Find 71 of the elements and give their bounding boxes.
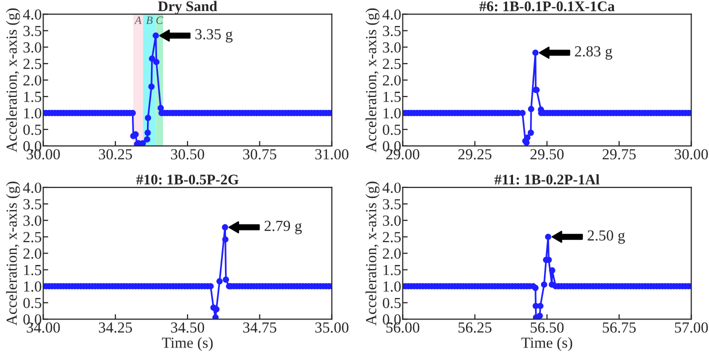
band-label: B bbox=[146, 16, 153, 24]
x-tick-label: 30.00 bbox=[26, 149, 60, 160]
y-tick-label: 2.0 bbox=[382, 75, 401, 86]
y-tick-label: 3.5 bbox=[23, 199, 42, 210]
band-label: C bbox=[156, 16, 164, 24]
y-tick-label: 1.5 bbox=[24, 92, 42, 102]
x-tick-label: 30.25 bbox=[98, 149, 132, 160]
x-tick-label: 34.25 bbox=[98, 322, 132, 333]
y-axis-title: Acceleration, x-axis (g) bbox=[6, 182, 20, 326]
y-tick-label: 1.0 bbox=[384, 281, 401, 292]
y-tick-label: 2.0 bbox=[23, 248, 42, 259]
x-tick-label: 34.00 bbox=[26, 322, 60, 333]
y-tick-label: 3.5 bbox=[23, 26, 42, 36]
y-tick-label: 1.5 bbox=[384, 264, 401, 276]
annotation: 2.79 g bbox=[264, 220, 302, 234]
y-tick-label: 1.5 bbox=[384, 92, 401, 102]
y-tick-label: 3.0 bbox=[382, 42, 401, 53]
x-tick-label: 56.75 bbox=[602, 322, 636, 333]
y-tick-label: 4.0 bbox=[23, 182, 42, 193]
y-tick-label: 1.0 bbox=[24, 108, 42, 118]
y-tick-label: 1.5 bbox=[24, 264, 42, 276]
x-tick-label: 35.00 bbox=[315, 322, 348, 333]
y-tick-label: 0.0 bbox=[23, 314, 42, 325]
y-tick-label: 0.5 bbox=[23, 298, 42, 308]
y-tick-label: 4.0 bbox=[382, 182, 401, 193]
annotation: 2.50 g bbox=[588, 230, 625, 244]
x-tick-label: 29.25 bbox=[458, 149, 492, 160]
y-tick-label: 2.5 bbox=[23, 58, 42, 70]
x-tick-label: 34.75 bbox=[243, 322, 276, 333]
x-tick-label: 29.75 bbox=[602, 149, 636, 160]
y-tick-label: 0.5 bbox=[23, 124, 42, 135]
x-tick-label: 57.00 bbox=[674, 322, 708, 333]
x-tick-label: 30.00 bbox=[674, 149, 708, 160]
y-tick-label: 2.5 bbox=[382, 232, 401, 242]
y-tick-label: 3.5 bbox=[382, 199, 401, 210]
y-tick-label: 3.0 bbox=[382, 216, 401, 226]
annotation: 3.35 g bbox=[195, 29, 233, 43]
y-tick-label: 0.0 bbox=[382, 141, 401, 152]
x-tick-label: 30.50 bbox=[171, 149, 204, 160]
y-tick-label: 4.0 bbox=[23, 9, 42, 20]
y-tick-label: 0.0 bbox=[23, 141, 42, 152]
y-tick-label: 2.0 bbox=[382, 248, 401, 259]
y-tick-label: 2.5 bbox=[382, 58, 401, 70]
chart-title: #6: 1B-0.1P-0.1X-1Ca bbox=[479, 1, 615, 12]
chart-title: Dry Sand bbox=[158, 0, 218, 14]
x-tick-label: 31.00 bbox=[315, 149, 348, 160]
y-tick-label: 0.5 bbox=[382, 298, 401, 308]
y-tick-label: 1.0 bbox=[24, 281, 42, 292]
y-tick-label: 1.0 bbox=[384, 108, 401, 118]
x-axis-title: Time (s) bbox=[521, 337, 572, 352]
x-tick-label: 30.75 bbox=[243, 149, 276, 160]
annotation: 2.83 g bbox=[575, 46, 612, 60]
chart-title: #11: 1B-0.2P-1Al bbox=[494, 174, 600, 185]
y-axis-title: Acceleration, x-axis (g) bbox=[366, 8, 380, 152]
chart-title: #10: 1B-0.5P-2G bbox=[136, 174, 239, 185]
y-axis-title: Acceleration, x-axis (g) bbox=[6, 8, 20, 152]
y-tick-label: 0.5 bbox=[382, 124, 401, 135]
y-tick-label: 3.5 bbox=[382, 26, 401, 36]
x-tick-label: 56.25 bbox=[458, 322, 492, 333]
y-tick-label: 3.0 bbox=[23, 216, 42, 226]
y-tick-label: 4.0 bbox=[382, 9, 401, 20]
x-tick-label: 29.50 bbox=[530, 149, 564, 160]
y-axis-title: Acceleration, x-axis (g) bbox=[366, 182, 380, 326]
y-tick-label: 3.0 bbox=[23, 42, 42, 53]
x-tick-label: 56.50 bbox=[530, 322, 564, 333]
x-tick-label: 29.00 bbox=[386, 149, 420, 160]
x-axis-title: Time (s) bbox=[162, 337, 213, 352]
y-tick-label: 2.0 bbox=[23, 75, 42, 86]
band-label: A bbox=[134, 16, 142, 24]
x-tick-label: 34.50 bbox=[171, 322, 204, 333]
y-tick-label: 2.5 bbox=[23, 232, 42, 242]
